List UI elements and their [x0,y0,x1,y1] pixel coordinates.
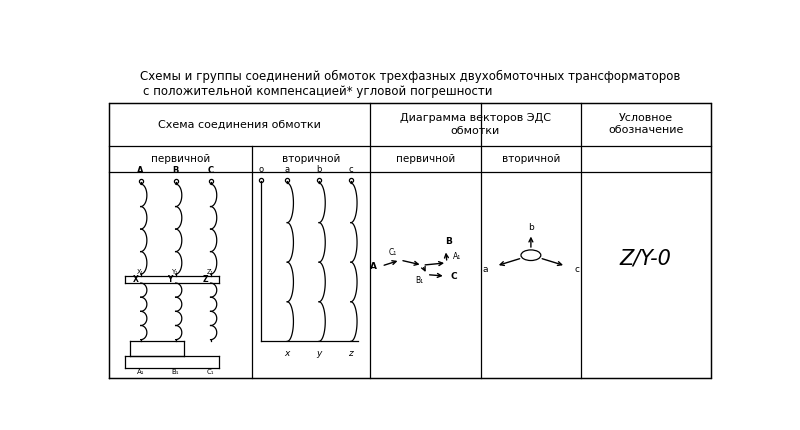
Text: A: A [138,166,144,175]
Text: обмотки: обмотки [450,126,500,136]
Text: обозначение: обозначение [608,126,683,135]
Text: с положительной компенсацией* угловой погрешности: с положительной компенсацией* угловой по… [143,86,493,98]
Text: Z/Y-0: Z/Y-0 [620,249,671,269]
Text: Условное: Условное [618,114,673,123]
Text: A: A [370,261,377,270]
Text: c: c [574,265,579,274]
Text: первичной: первичной [396,154,455,164]
Text: x: x [285,349,290,358]
Text: Схемы и группы соединений обмоток трехфазных двухобмоточных трансформаторов: Схемы и группы соединений обмоток трехфа… [140,70,680,83]
Text: a: a [285,165,290,174]
Text: Z: Z [202,275,208,284]
Text: Y₁: Y₁ [172,269,179,275]
Text: B₁: B₁ [172,369,179,375]
Text: C: C [207,166,214,175]
Text: z: z [349,349,354,358]
Text: B: B [173,166,178,175]
Text: a: a [482,265,488,274]
Text: o: o [258,165,264,174]
Text: b: b [316,165,322,174]
Text: B₁: B₁ [415,276,423,285]
Text: c: c [349,165,353,174]
Text: X₁: X₁ [137,269,144,275]
Text: вторичной: вторичной [502,154,560,164]
Text: Y: Y [167,275,173,284]
Text: A₁: A₁ [453,252,462,261]
Text: Диаграмма векторов ЭДС: Диаграмма векторов ЭДС [399,113,550,123]
Text: C₁: C₁ [389,249,397,258]
Text: y: y [316,349,322,358]
Text: C: C [450,272,457,281]
Text: первичной: первичной [151,154,210,164]
Text: вторичной: вторичной [282,154,340,164]
Text: Z₁: Z₁ [207,269,214,275]
Text: Схема соединения обмотки: Схема соединения обмотки [158,120,321,129]
Text: X: X [133,275,138,284]
Text: C₁: C₁ [206,369,214,375]
Text: B: B [446,237,452,246]
Text: A₁: A₁ [137,369,145,375]
Text: b: b [528,223,534,232]
